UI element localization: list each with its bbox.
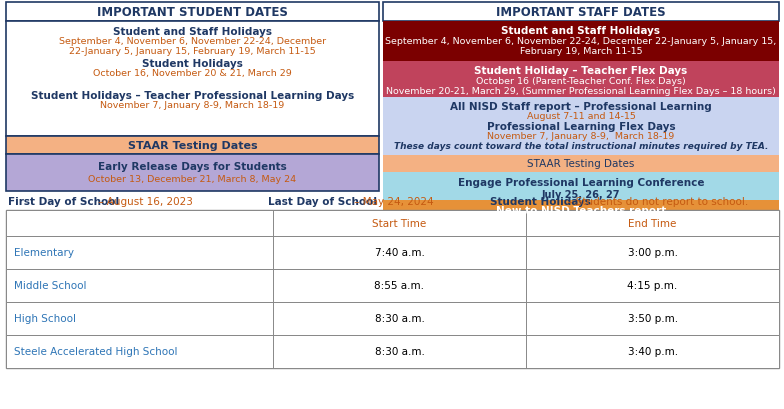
Text: Student Holidays: Student Holidays: [490, 196, 591, 207]
Text: Student Holidays: Student Holidays: [142, 59, 243, 69]
Text: November 7, January 8-9, March 18-19: November 7, January 8-9, March 18-19: [100, 101, 285, 110]
Text: End Time: End Time: [629, 218, 677, 229]
Text: Student Holidays – Teacher Professional Learning Days: Student Holidays – Teacher Professional …: [31, 91, 354, 101]
Text: August 1, 2, 3: August 1, 2, 3: [543, 218, 619, 227]
Bar: [383, 200, 779, 227]
Text: STAAR Testing Dates: STAAR Testing Dates: [528, 159, 635, 169]
Text: Professional Learning Flex Days: Professional Learning Flex Days: [487, 122, 675, 132]
Text: 8:30 a.m.: 8:30 a.m.: [375, 347, 424, 357]
Text: 8:30 a.m.: 8:30 a.m.: [375, 314, 424, 324]
Text: 3:00 p.m.: 3:00 p.m.: [628, 248, 677, 258]
Bar: [6, 155, 379, 191]
Bar: [6, 302, 779, 335]
Bar: [6, 211, 779, 368]
Bar: [6, 137, 379, 155]
Text: All NISD Staff report – Professional Learning: All NISD Staff report – Professional Lea…: [450, 102, 712, 112]
Text: Last Day of School: Last Day of School: [268, 196, 377, 207]
Text: September 4, November 6, November 22-24, December
22-January 5, January 15, Febr: September 4, November 6, November 22-24,…: [59, 37, 326, 56]
Bar: [383, 173, 779, 200]
Text: 7:40 a.m.: 7:40 a.m.: [375, 248, 424, 258]
Text: Start Time: Start Time: [372, 218, 426, 229]
Bar: [383, 3, 779, 22]
Bar: [383, 155, 779, 173]
Text: – August 16, 2023: – August 16, 2023: [96, 196, 194, 207]
Bar: [383, 22, 779, 62]
Text: Engage Professional Learning Conference: Engage Professional Learning Conference: [458, 178, 704, 188]
Text: November 7, January 8-9,  March 18-19: November 7, January 8-9, March 18-19: [488, 132, 674, 141]
Text: New to NISD Teachers report: New to NISD Teachers report: [495, 205, 666, 216]
Text: October 16 (Parent-Teacher Conf. Flex Days)
November 20-21, March 29, (Summer Pr: October 16 (Parent-Teacher Conf. Flex Da…: [386, 77, 776, 96]
Text: IMPORTANT STUDENT DATES: IMPORTANT STUDENT DATES: [97, 6, 288, 19]
Text: Middle School: Middle School: [14, 281, 86, 291]
Text: These days count toward the total instructional minutes required by TEA.: These days count toward the total instru…: [394, 142, 768, 151]
Bar: [6, 22, 379, 137]
Text: September 4, November 6, November 22-24, December 22-January 5, January 15,
Febr: September 4, November 6, November 22-24,…: [386, 37, 777, 56]
Bar: [6, 335, 779, 368]
Text: 8:55 a.m.: 8:55 a.m.: [375, 281, 424, 291]
Text: – May 24, 2024: – May 24, 2024: [350, 196, 434, 207]
Bar: [383, 98, 779, 155]
Text: July 25, 26, 27: July 25, 26, 27: [542, 189, 620, 200]
Text: Student and Staff Holidays: Student and Staff Holidays: [502, 26, 660, 36]
Text: August 7-11 and 14-15: August 7-11 and 14-15: [527, 112, 636, 121]
Text: October 16, November 20 & 21, March 29: October 16, November 20 & 21, March 29: [93, 69, 292, 78]
Text: Early Release Days for Students: Early Release Days for Students: [98, 162, 287, 172]
Text: High School: High School: [14, 314, 76, 324]
Bar: [6, 270, 779, 302]
Text: October 13, December 21, March 8, May 24: October 13, December 21, March 8, May 24: [89, 175, 296, 184]
Bar: [6, 236, 779, 270]
Text: Elementary: Elementary: [14, 248, 74, 258]
Bar: [6, 211, 779, 236]
Text: 4:15 p.m.: 4:15 p.m.: [627, 281, 677, 291]
Text: – Students do not report to school.: – Students do not report to school.: [564, 196, 748, 207]
Text: Student and Staff Holidays: Student and Staff Holidays: [113, 27, 272, 37]
Text: STAAR Testing Dates: STAAR Testing Dates: [128, 141, 257, 151]
Bar: [6, 3, 379, 22]
Text: Steele Accelerated High School: Steele Accelerated High School: [14, 347, 177, 357]
Text: 3:50 p.m.: 3:50 p.m.: [627, 314, 677, 324]
Text: IMPORTANT STAFF DATES: IMPORTANT STAFF DATES: [496, 6, 666, 19]
Text: Student Holiday – Teacher Flex Days: Student Holiday – Teacher Flex Days: [474, 66, 688, 76]
Bar: [383, 62, 779, 98]
Text: 3:40 p.m.: 3:40 p.m.: [627, 347, 677, 357]
Text: First Day of School: First Day of School: [8, 196, 119, 207]
